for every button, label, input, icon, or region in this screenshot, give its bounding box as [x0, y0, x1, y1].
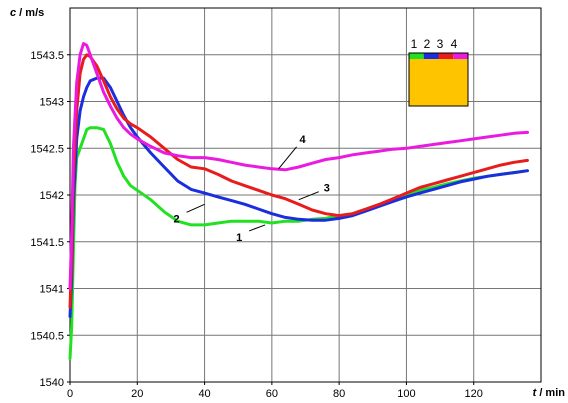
- ticks: 0 20 40 60 80 100 120 1540 1540.5 1541 1541.5 1542 1…: [30, 50, 483, 400]
- legend-label-1: 1: [411, 37, 418, 51]
- y-axis-var: c: [10, 7, 16, 19]
- callout-label-2: 2: [174, 213, 180, 225]
- gridlines: [70, 8, 541, 382]
- x-tick-label: 20: [131, 388, 143, 400]
- callout-leader-4: [278, 146, 297, 170]
- callout-label-1: 1: [236, 232, 242, 244]
- y-tick-label: 1543: [40, 97, 64, 109]
- y-axis-title: c / m/s: [10, 7, 44, 19]
- x-axis-title: t / min: [533, 387, 566, 399]
- callout-leader-3: [298, 191, 319, 201]
- legend-swatch-2: [423, 53, 439, 59]
- callout-label-4: 4: [300, 134, 307, 146]
- x-tick-label: 100: [397, 388, 415, 400]
- series-lines: [68, 42, 529, 361]
- legend-label-4: 4: [451, 37, 458, 51]
- legend-fill: [409, 59, 468, 106]
- annotations: 1 2 3 4: [174, 134, 330, 244]
- series-line-1: [68, 126, 529, 361]
- x-tick-label: 40: [198, 388, 210, 400]
- legend-swatch-1: [409, 53, 424, 59]
- series-line-4: [68, 42, 529, 290]
- y-tick-label: 1541.5: [30, 237, 64, 249]
- legend-border: [408, 52, 469, 107]
- x-tick-label: 0: [67, 388, 73, 400]
- y-tick-label: 1542: [40, 190, 64, 202]
- y-tick-label: 1540.5: [30, 330, 64, 342]
- y-tick-label: 1540: [40, 377, 64, 389]
- x-axis-unit: / min: [536, 387, 565, 399]
- x-tick-label: 80: [333, 388, 345, 400]
- y-axis-unit: / m/s: [16, 7, 44, 19]
- x-tick-label: 120: [465, 388, 483, 400]
- callout-leader-1: [248, 224, 266, 232]
- x-axis-var: t: [533, 387, 538, 399]
- callout-label-3: 3: [324, 183, 330, 195]
- y-tick-label: 1543.5: [30, 50, 64, 62]
- legend-swatch-3: [438, 53, 454, 59]
- y-tick-label: 1542.5: [30, 143, 64, 155]
- series-line-2: [68, 76, 529, 318]
- legend-swatch-4: [453, 53, 468, 59]
- callout-leader-2: [186, 203, 205, 213]
- legend-label-2: 2: [424, 37, 431, 51]
- x-tick-label: 60: [266, 388, 278, 400]
- y-tick-label: 1541: [40, 284, 64, 296]
- legend-label-3: 3: [437, 37, 444, 51]
